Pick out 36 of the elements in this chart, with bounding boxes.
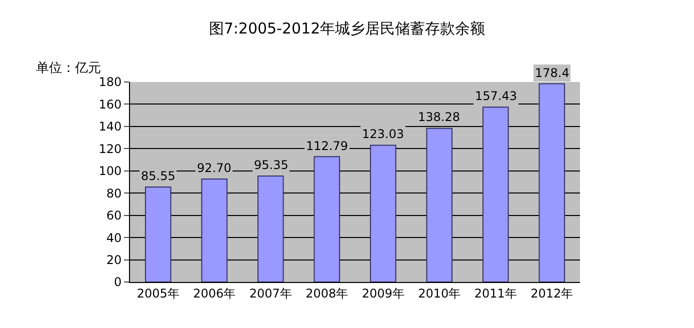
bar	[201, 178, 228, 282]
data-label: 85.55	[141, 169, 176, 183]
bar	[257, 176, 284, 282]
x-tick-label: 2010年	[418, 286, 461, 300]
bar	[426, 128, 453, 282]
x-tick-label: 2006年	[193, 286, 236, 300]
y-tick-label: 120	[98, 142, 122, 156]
y-tick-label: 80	[106, 186, 122, 200]
data-label: 112.79	[306, 139, 348, 153]
x-tick-label: 2005年	[136, 286, 180, 300]
x-tick-label: 2011年	[474, 286, 517, 300]
bar	[144, 186, 172, 282]
y-tick-label: 180	[98, 75, 122, 90]
y-tick-label: 140	[98, 120, 122, 134]
x-tick-label: 2008年	[306, 286, 348, 300]
y-tick-label: 0	[114, 275, 122, 290]
data-label: 95.35	[254, 158, 288, 172]
data-label: 123.03	[362, 127, 404, 141]
bar	[482, 106, 509, 282]
x-tick-label: 2007年	[249, 286, 292, 300]
data-label: 138.28	[418, 110, 460, 124]
data-label: 178.4	[535, 66, 570, 80]
bar	[314, 156, 340, 282]
chart-title: 图7:2005-2012年城乡居民储蓄存款余额	[208, 19, 486, 38]
y-tick-label: 100	[98, 164, 122, 178]
data-label: 157.43	[475, 89, 517, 103]
bar	[538, 83, 566, 282]
y-tick-label: 20	[106, 252, 122, 267]
x-tick-label: 2012年	[530, 286, 574, 300]
data-label: 92.70	[197, 161, 232, 175]
y-axis-title: 单位：亿元	[36, 61, 101, 76]
y-tick-label: 40	[106, 230, 122, 245]
x-tick-label: 2009年	[362, 286, 404, 300]
y-tick-label: 60	[106, 208, 122, 223]
y-tick-label: 160	[98, 97, 122, 112]
bar	[370, 144, 396, 282]
